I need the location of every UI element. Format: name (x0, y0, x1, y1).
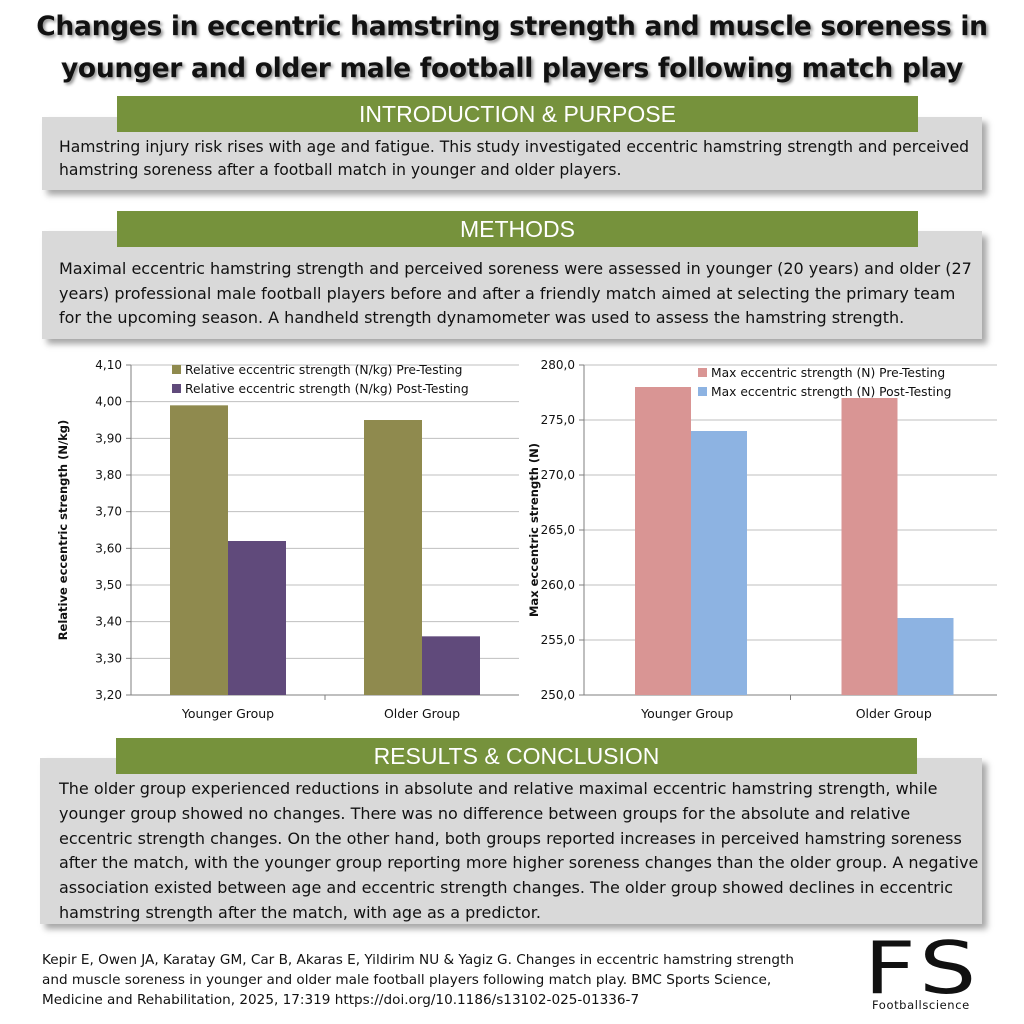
legend-swatch (172, 384, 181, 393)
y-tick-label: 3,30 (95, 651, 122, 665)
legend-label: Max eccentric strength (N) Pre-Testing (711, 366, 945, 380)
legend-swatch (698, 368, 707, 377)
bar-pre-older (364, 420, 422, 695)
y-tick-label: 280,0 (541, 358, 575, 372)
x-category-label: Younger Group (640, 706, 733, 721)
y-tick-label: 3,20 (95, 688, 122, 702)
y-tick-label: 4,00 (95, 395, 122, 409)
bar-pre-older (841, 398, 898, 695)
bar-pre-younger (635, 387, 691, 695)
y-axis-label: Relative eccentric strength (N/kg) (56, 420, 70, 641)
y-tick-label: 3,40 (95, 615, 122, 629)
footballscience-logo: FS Footballscience (862, 932, 992, 1018)
y-axis-label: Max eccentric strength (N) (527, 443, 541, 617)
legend-label: Relative eccentric strength (N/kg) Post-… (185, 382, 469, 396)
bar-post-older (422, 636, 480, 695)
x-category-label: Older Group (384, 706, 460, 721)
y-tick-label: 4,10 (95, 358, 122, 372)
page-title: Changes in eccentric hamstring strength … (36, 11, 988, 84)
y-tick-label: 275,0 (541, 413, 575, 427)
methods-heading: METHODS (117, 211, 918, 247)
methods-text: Maximal eccentric hamstring strength and… (42, 231, 982, 339)
bar-post-older (897, 618, 954, 695)
y-tick-label: 255,0 (541, 633, 575, 647)
legend-swatch (172, 365, 181, 374)
relative-strength-chart: 3,20 3,30 3,40 3,50 3,60 3,70 3,80 3,90 4,00 4,10… (56, 358, 519, 721)
y-tick-label: 270,0 (541, 468, 575, 482)
legend-label: Max eccentric strength (N) Post-Testing (711, 385, 951, 399)
bar-post-younger (228, 541, 286, 695)
max-strength-chart: 250,0 255,0 260,0 265,0 270,0 275,0 280,0 Young… (527, 358, 997, 721)
x-category-label: Older Group (856, 706, 932, 721)
legend-label: Relative eccentric strength (N/kg) Pre-T… (185, 363, 462, 377)
y-tick-label: 3,60 (95, 541, 122, 555)
bar-post-younger (691, 431, 747, 695)
logo-subtitle: Footballscience (872, 998, 970, 1012)
y-tick-label: 3,80 (95, 468, 122, 482)
bar-pre-younger (170, 405, 228, 695)
results-heading: RESULTS & CONCLUSION (116, 738, 917, 774)
results-text: The older group experienced reductions i… (40, 758, 982, 924)
y-tick-label: 3,70 (95, 505, 122, 519)
y-tick-label: 265,0 (541, 523, 575, 537)
legend-swatch (698, 387, 707, 396)
y-tick-label: 3,90 (95, 431, 122, 445)
citation: Kepir E, Owen JA, Karatay GM, Car B, Aka… (42, 952, 794, 1008)
x-category-label: Younger Group (181, 706, 274, 721)
y-tick-label: 260,0 (541, 578, 575, 592)
logo-letters: FS (864, 926, 982, 1010)
intro-heading: INTRODUCTION & PURPOSE (117, 96, 918, 132)
y-tick-label: 3,50 (95, 578, 122, 592)
y-tick-label: 250,0 (541, 688, 575, 702)
